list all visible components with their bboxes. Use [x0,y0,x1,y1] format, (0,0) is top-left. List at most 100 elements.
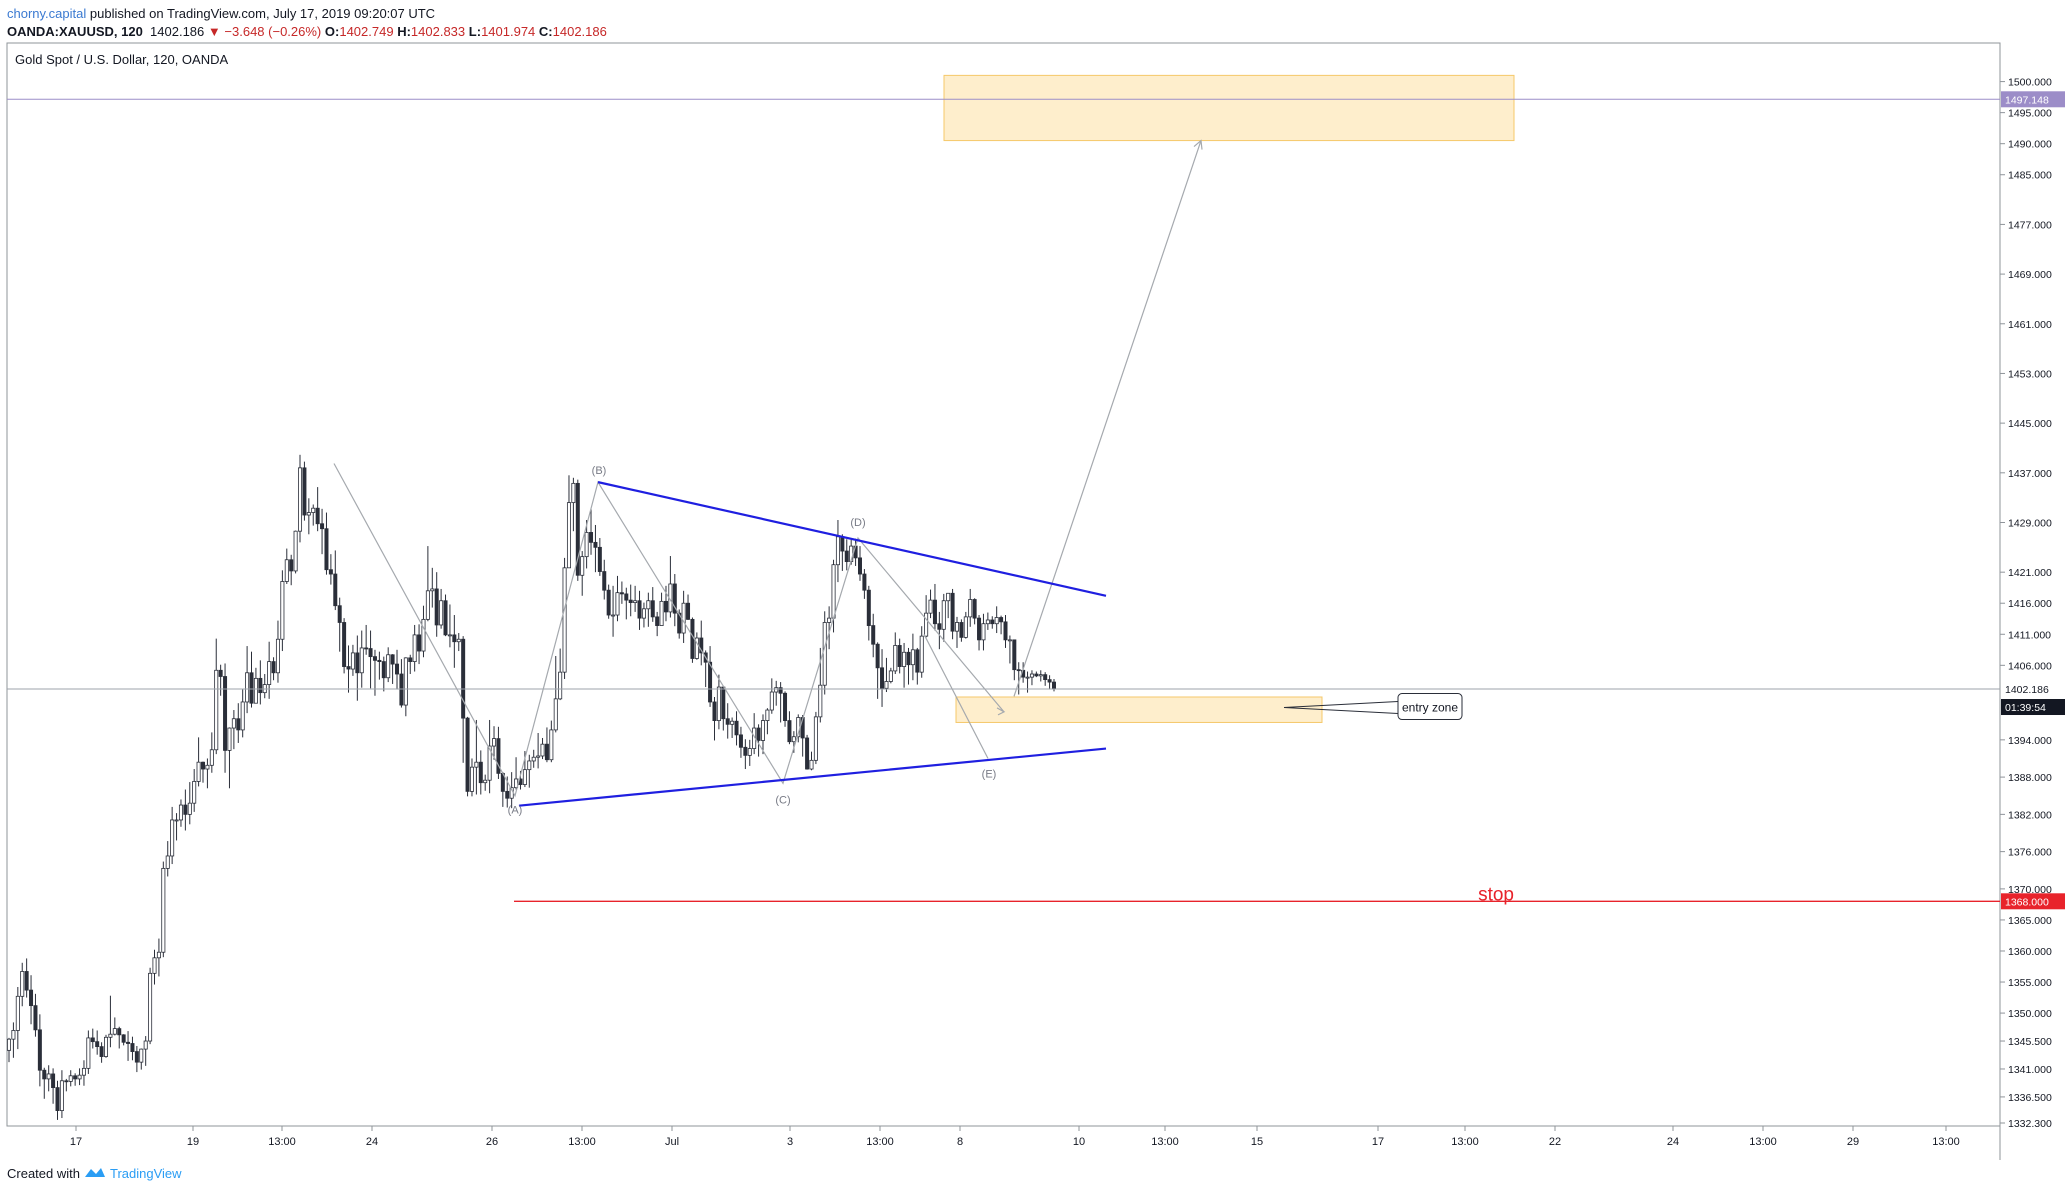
candle [1003,615,1008,648]
candle-body [139,1048,144,1063]
candle [1043,672,1048,686]
candle [492,726,497,760]
candle [941,593,946,642]
candle-body [249,672,254,704]
candle-body [452,634,457,643]
current-price-label: 1402.186 [2005,684,2049,696]
chart-title: Gold Spot / U.S. Dollar, 120, OANDA [15,52,228,67]
candle [968,588,973,627]
candle [271,657,276,681]
candle-body [906,651,911,666]
candle [178,799,183,827]
tradingview-link[interactable]: TradingView [109,1166,182,1181]
candle-body [959,622,964,638]
price-chart[interactable]: Gold Spot / U.S. Dollar, 120, OANDA (A) (… [0,0,2068,1160]
candle-body [747,748,752,756]
candle-body [880,667,885,689]
candle-body [756,727,761,741]
candle [937,611,942,650]
candle [972,598,977,625]
candle [730,717,735,738]
candle-body [818,684,823,718]
candle [478,750,483,795]
candle [558,648,563,701]
candle-body [372,656,377,661]
candle-body [1012,639,1017,671]
header-info: chorny.capital published on TradingView.… [0,0,2068,40]
candle [104,1034,109,1058]
candle-body [337,605,342,623]
candle [205,758,210,789]
high-label: H: [397,24,411,39]
candle [954,616,959,648]
candle [174,813,179,841]
candle [959,619,964,642]
candle-body [712,701,717,721]
low-label: L: [468,24,482,39]
time-tick-label: 22 [1549,1136,1561,1148]
projected-e-leg [923,633,989,759]
author-link[interactable]: chorny.capital [7,6,87,21]
price-tick-label: 1370.000 [2008,884,2052,896]
candle-body [884,681,889,689]
candle-body [289,559,294,572]
candle-body [1016,669,1021,672]
candle-body [950,592,955,632]
candle-body [236,718,241,731]
candle [68,1070,73,1087]
candle-body [769,691,774,711]
candle [862,569,867,599]
candle-body [33,1005,38,1031]
price-tick-label: 1416.000 [2008,598,2052,610]
candle-body [628,599,633,604]
candle [950,588,955,640]
candle [324,512,329,575]
candle [915,647,920,685]
candle-body [708,661,713,703]
candle-body [941,600,946,630]
price-tick-label: 1429.000 [2008,517,2052,529]
candle-body [64,1080,69,1083]
candle [589,508,594,555]
open-label: O: [324,24,340,39]
candle-body [536,755,541,758]
candle [386,647,391,683]
candle-body [725,718,730,725]
candle-body [395,663,400,675]
candle-body [280,581,285,640]
candle [857,546,862,581]
candle [311,504,316,526]
price-tick-label: 1336.500 [2008,1092,2052,1104]
target-price-label-bg [2001,91,2065,108]
time-tick-label: 13:00 [1749,1136,1777,1148]
candle [315,487,320,532]
candle-body [29,989,34,1007]
candle-body [15,995,20,1031]
candle [932,583,937,631]
time-tick-label: Jul [665,1136,679,1148]
candle-body [589,532,594,543]
candle [439,588,444,629]
candle [293,530,298,574]
candle-body [787,720,792,743]
candle [699,620,704,666]
last-price: 1402.186 [150,24,205,39]
time-tick-label: 17 [1372,1136,1384,1148]
candle [377,651,382,680]
candle-body [284,559,289,582]
callout-pointer [1283,707,1399,715]
candle-body [977,617,982,641]
candle [641,602,646,628]
candle [738,726,743,758]
candle [170,806,175,865]
candle [469,758,474,797]
candle [844,539,849,571]
candle-body [324,528,329,571]
candle-body [985,619,990,625]
candle-body [522,769,527,785]
candle [805,734,810,770]
candle [562,557,567,679]
candle-body [584,532,589,558]
candle-body [205,764,210,770]
candle [333,550,338,611]
